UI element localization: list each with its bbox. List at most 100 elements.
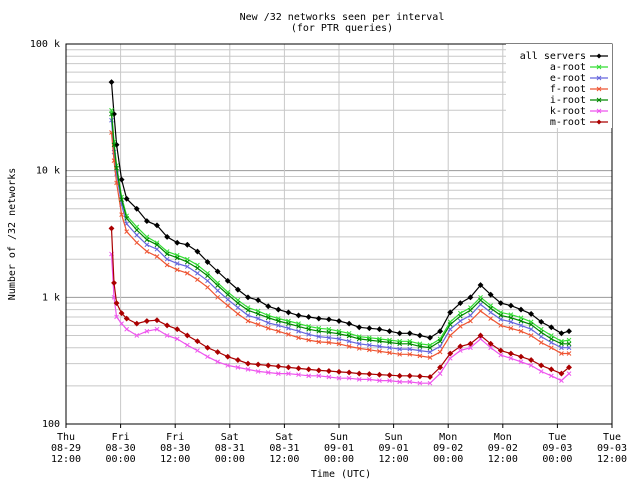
data-point — [377, 378, 382, 383]
x-tick-label: 12:00 — [597, 454, 627, 465]
legend-label: e-root — [550, 73, 586, 84]
legend-marker — [596, 75, 602, 81]
data-point — [154, 326, 160, 332]
data-point — [164, 233, 171, 240]
data-point — [315, 367, 322, 374]
data-point — [366, 371, 373, 377]
legend-label: all servers — [520, 51, 586, 62]
legend-background — [506, 44, 612, 128]
data-point — [566, 341, 572, 347]
data-point — [477, 332, 484, 339]
data-point — [275, 328, 281, 334]
data-point — [346, 320, 353, 327]
data-point — [416, 332, 423, 339]
data-point — [447, 355, 453, 361]
data-point — [427, 355, 433, 360]
data-point — [305, 366, 312, 373]
chart-subtitle: (for PTR queries) — [291, 23, 393, 34]
legend-item: m-root — [550, 117, 608, 128]
data-point — [285, 309, 292, 316]
data-point — [548, 333, 554, 338]
data-point — [108, 79, 115, 86]
data-point — [118, 310, 125, 317]
data-point — [376, 371, 383, 378]
data-point — [478, 302, 483, 307]
data-point — [387, 378, 392, 383]
data-point — [204, 259, 211, 265]
data-point — [234, 286, 241, 293]
chart-title: New /32 networks seen per interval — [240, 12, 445, 23]
data-point — [315, 315, 322, 322]
data-point — [316, 328, 322, 334]
data-point — [447, 333, 453, 338]
data-point — [457, 343, 464, 350]
data-point — [123, 195, 130, 202]
data-point — [377, 348, 382, 354]
data-point — [124, 229, 130, 235]
data-point — [194, 248, 201, 255]
data-point — [498, 317, 504, 322]
data-point — [417, 344, 423, 349]
data-point — [507, 350, 514, 357]
data-point — [538, 334, 544, 339]
x-tick-label: 09-03 — [542, 443, 572, 454]
data-point — [346, 344, 352, 349]
data-point — [488, 310, 494, 315]
data-point — [295, 312, 302, 319]
y-tick-label: 100 k — [30, 39, 60, 50]
data-point — [275, 306, 282, 313]
data-point — [195, 270, 200, 276]
x-tick-label: 00:00 — [215, 454, 245, 465]
legend-item: a-root — [550, 62, 608, 73]
data-point — [336, 318, 342, 324]
data-point — [508, 355, 514, 361]
data-point — [184, 270, 190, 276]
data-point — [566, 351, 572, 356]
series-a-root — [109, 107, 572, 348]
data-point — [305, 314, 312, 320]
data-point — [406, 330, 413, 337]
data-point — [397, 351, 403, 357]
data-point — [144, 249, 150, 254]
data-point — [195, 348, 200, 353]
data-point — [306, 337, 312, 343]
data-point — [306, 373, 312, 379]
data-point — [214, 268, 221, 275]
data-point — [386, 328, 393, 335]
data-point — [109, 107, 114, 113]
x-tick-label: 00:00 — [106, 454, 136, 465]
legend: all serversa-roote-rootf-rooti-rootk-roo… — [506, 44, 612, 128]
data-point — [164, 333, 170, 338]
data-point — [558, 330, 565, 337]
data-point — [407, 351, 413, 357]
data-point — [387, 350, 392, 356]
y-axis-label: Number of /32 networks — [7, 168, 18, 300]
data-point — [154, 317, 160, 324]
data-point — [143, 218, 150, 224]
data-point — [467, 340, 474, 347]
data-point — [477, 282, 484, 288]
data-point — [174, 261, 180, 266]
data-point — [548, 336, 554, 342]
x-tick-label: 00:00 — [542, 454, 572, 465]
x-tick-label: 08-30 — [106, 443, 136, 454]
data-point — [457, 318, 463, 324]
data-point — [437, 349, 443, 355]
data-point — [468, 307, 473, 313]
x-tick-label: Mon — [439, 432, 457, 443]
data-point — [356, 346, 362, 351]
x-tick-label: Sun — [330, 432, 348, 443]
x-tick-label: Fri — [166, 432, 184, 443]
data-point — [457, 348, 463, 353]
data-point — [133, 205, 140, 212]
data-point — [488, 305, 494, 311]
data-point — [548, 366, 555, 373]
data-point — [235, 365, 241, 370]
data-point — [548, 340, 554, 345]
data-point — [366, 342, 372, 348]
data-point — [235, 311, 241, 317]
data-point — [498, 323, 504, 328]
data-point — [111, 279, 117, 286]
